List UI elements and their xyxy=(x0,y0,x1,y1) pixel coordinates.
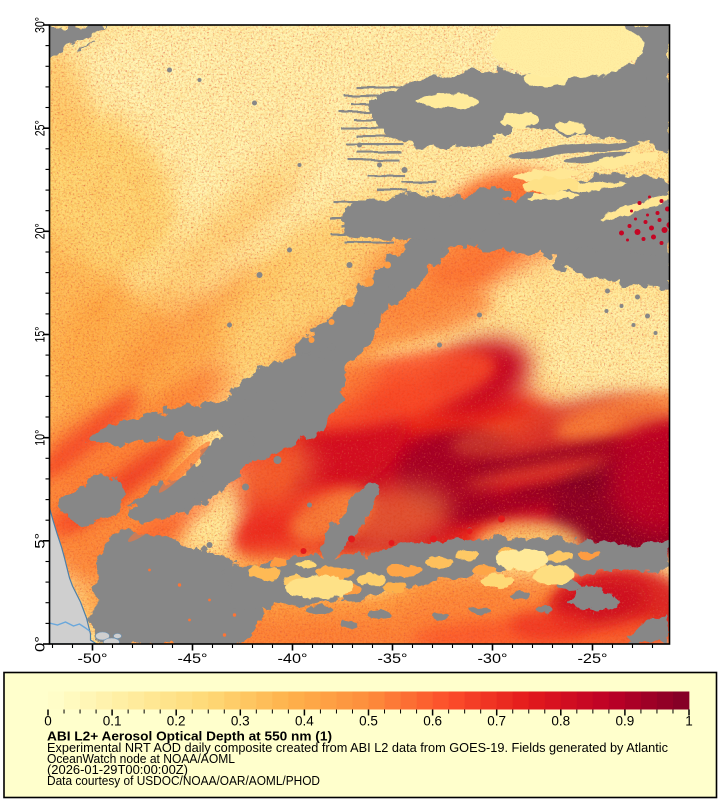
svg-text:0.3: 0.3 xyxy=(231,714,250,729)
svg-text:Experimental NRT AOD daily com: Experimental NRT AOD daily composite cre… xyxy=(47,740,669,755)
svg-text:Data courtesy of USDOC/NOAA/OA: Data courtesy of USDOC/NOAA/OAR/AOML/PHO… xyxy=(47,773,320,788)
svg-text:1: 1 xyxy=(685,714,693,729)
svg-text:0.9: 0.9 xyxy=(616,714,635,729)
svg-text:25°: 25° xyxy=(33,120,48,136)
svg-text:-50°: -50° xyxy=(78,651,108,666)
svg-text:15°: 15° xyxy=(33,327,48,343)
svg-text:0°: 0° xyxy=(33,636,48,652)
svg-text:-25°: -25° xyxy=(578,651,608,666)
svg-text:30°: 30° xyxy=(33,17,48,33)
svg-text:ABI L2+ Aerosol Optical Depth: ABI L2+ Aerosol Optical Depth at 550 nm … xyxy=(47,729,332,744)
svg-text:0.2: 0.2 xyxy=(167,714,186,729)
svg-text:-30°: -30° xyxy=(478,651,508,666)
svg-text:0.1: 0.1 xyxy=(103,714,122,729)
svg-text:0.6: 0.6 xyxy=(423,714,442,729)
svg-text:OceanWatch node at NOAA/AOML: OceanWatch node at NOAA/AOML xyxy=(47,751,235,766)
svg-text:-45°: -45° xyxy=(178,651,208,666)
svg-text:0: 0 xyxy=(44,714,52,729)
svg-text:(2026-01-29T00:00:00Z): (2026-01-29T00:00:00Z) xyxy=(47,762,188,777)
svg-text:0.4: 0.4 xyxy=(295,714,314,729)
svg-text:0.8: 0.8 xyxy=(551,714,570,729)
svg-text:0.5: 0.5 xyxy=(359,714,378,729)
svg-text:5°: 5° xyxy=(33,533,48,549)
svg-text:-40°: -40° xyxy=(278,651,308,666)
svg-text:0.7: 0.7 xyxy=(487,714,506,729)
svg-text:10°: 10° xyxy=(33,430,48,446)
svg-text:-35°: -35° xyxy=(378,651,408,666)
svg-text:20°: 20° xyxy=(33,223,48,239)
